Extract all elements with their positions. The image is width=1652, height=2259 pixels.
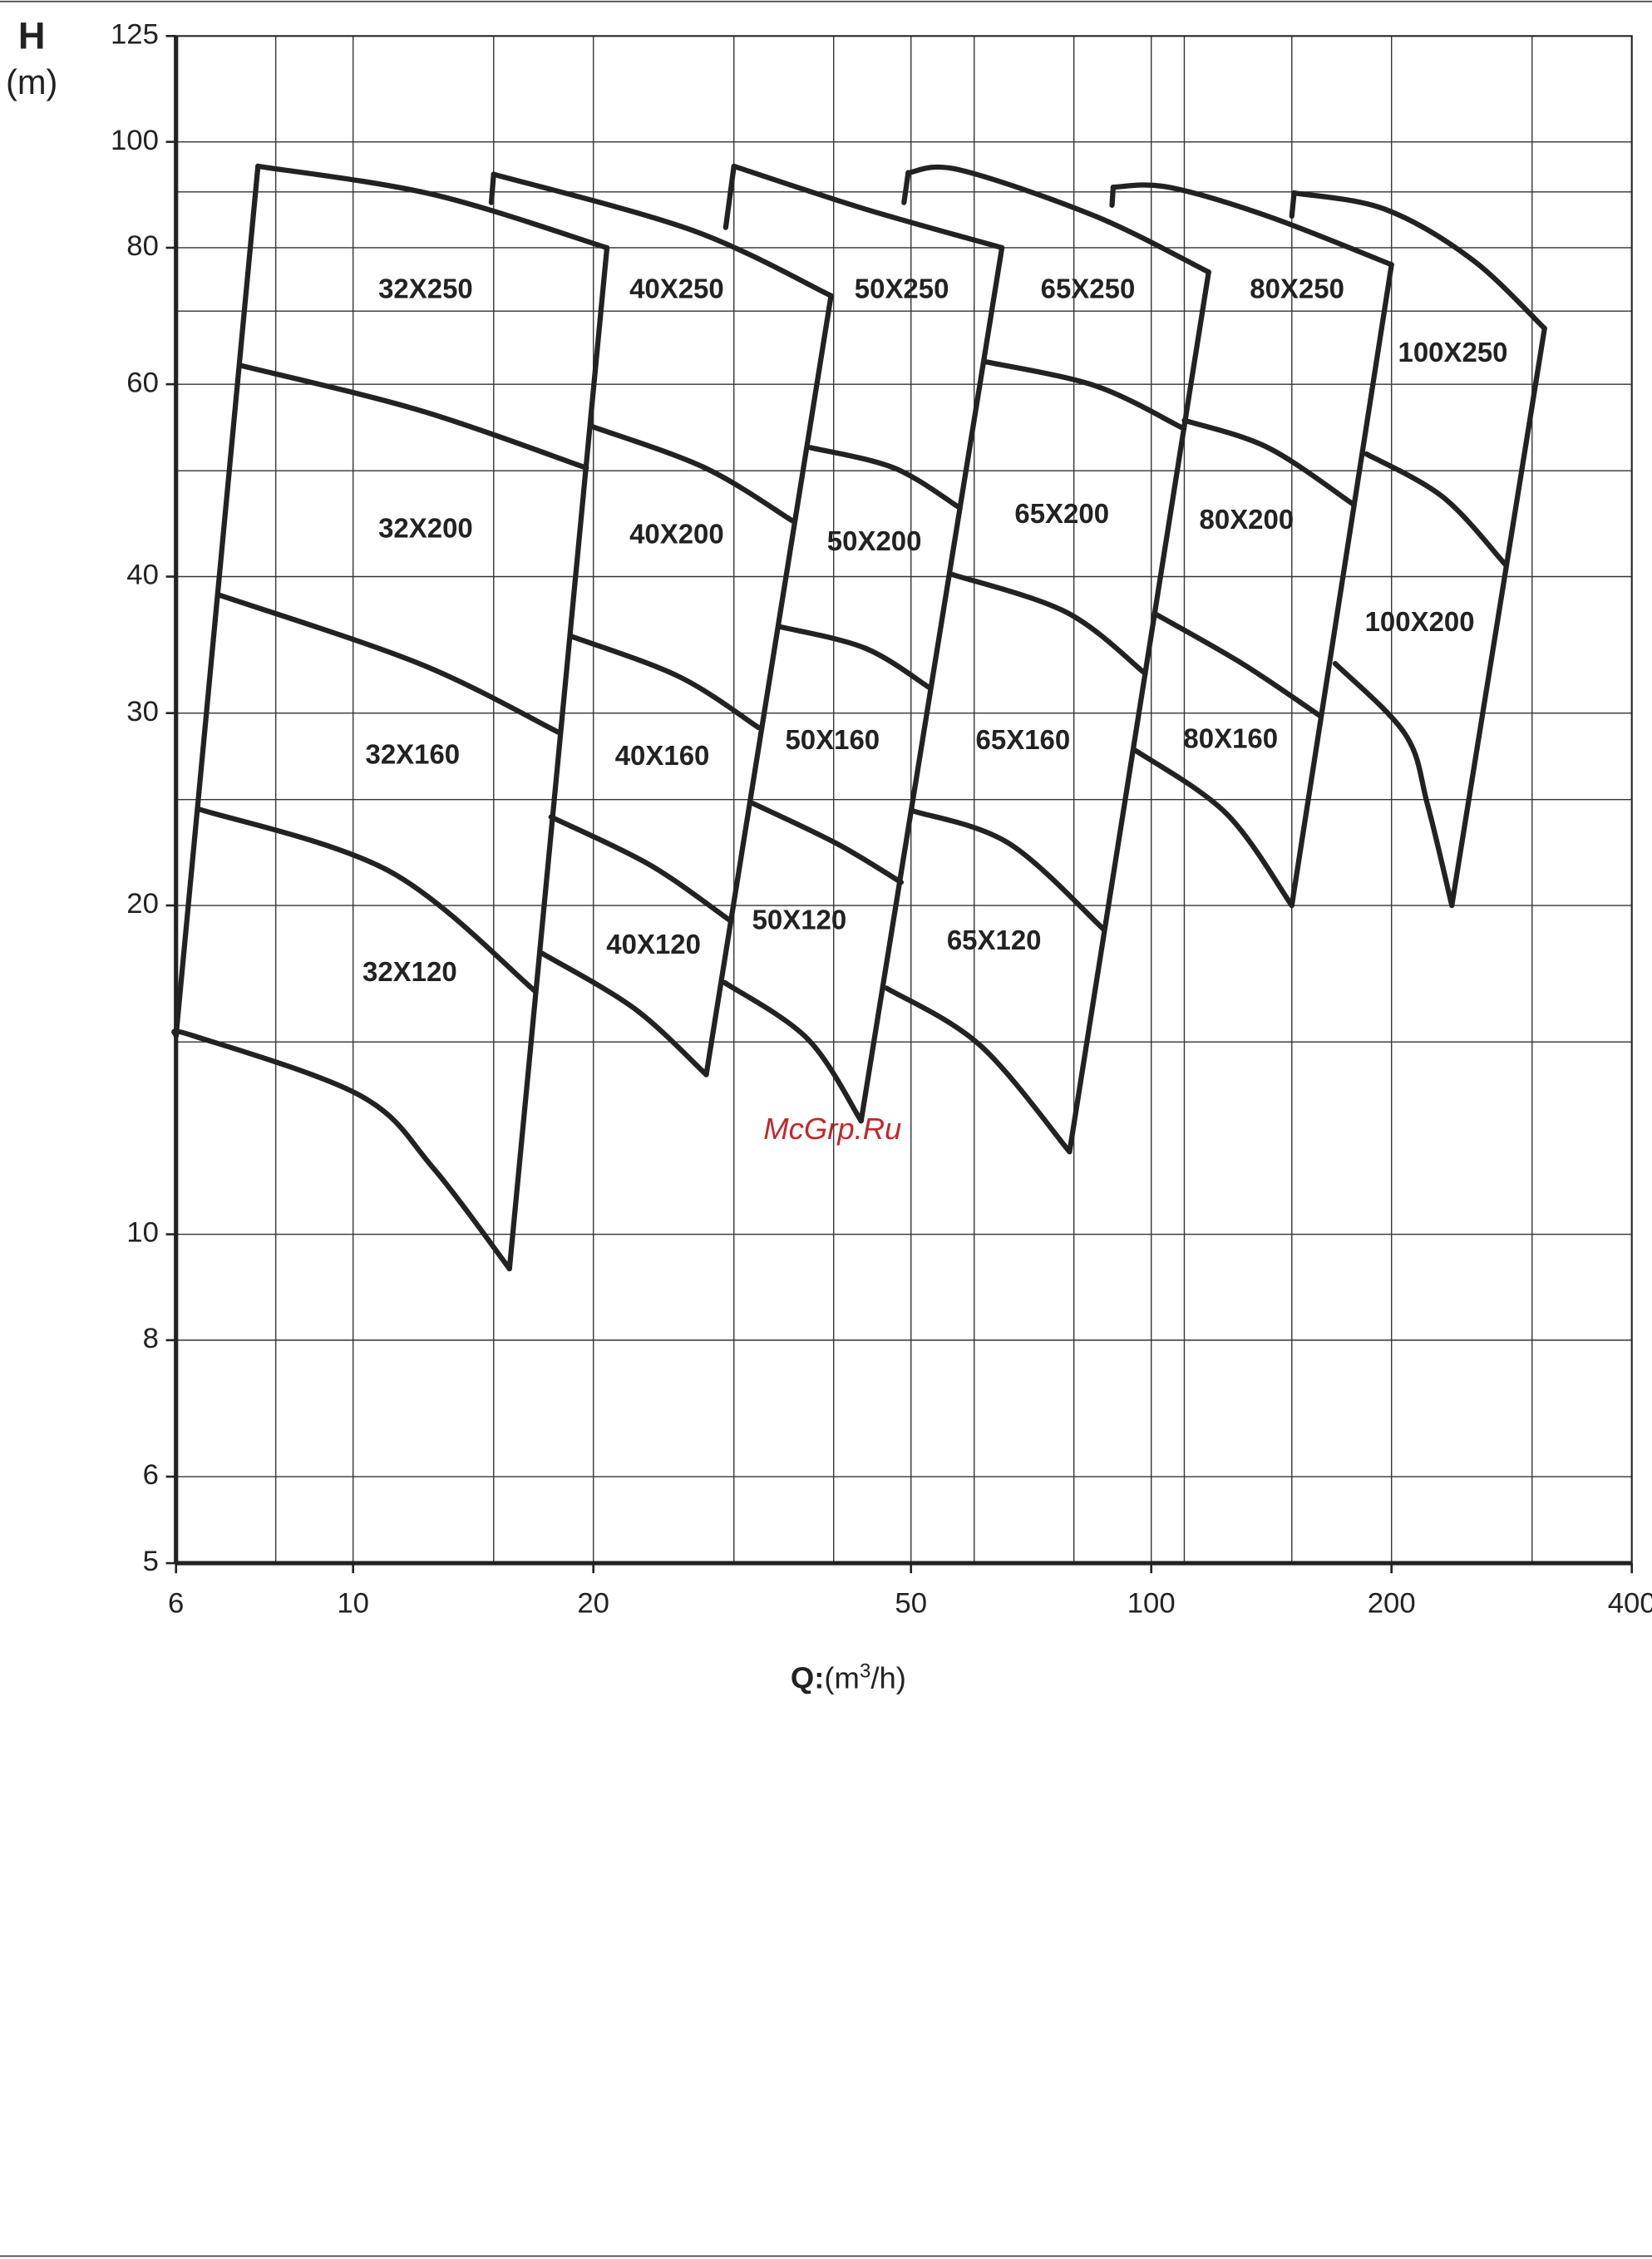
- pump-label: 65X120: [947, 925, 1042, 955]
- pump-curve: [884, 985, 1073, 1155]
- pump-curve: [722, 979, 864, 1124]
- y-tick-label: 100: [111, 125, 159, 156]
- pump-label: 50X250: [855, 274, 949, 304]
- pump-curve: [1449, 325, 1547, 909]
- y-tick-label: 5: [143, 1546, 159, 1577]
- y-tick-label: 20: [126, 888, 159, 920]
- pump-curve: [548, 814, 732, 923]
- pump-label: 65X250: [1041, 274, 1136, 304]
- pump-label: 32X120: [362, 956, 457, 987]
- pump-curve: [491, 171, 834, 298]
- pump-curve: [1289, 262, 1394, 909]
- pump-label: 65X200: [1014, 498, 1109, 529]
- pump-curve: [1289, 190, 1297, 219]
- pump-curve: [1151, 610, 1324, 719]
- pump-curve: [983, 359, 1184, 430]
- pump-curve: [949, 571, 1148, 677]
- x-axis-label-q: Q:: [791, 1660, 824, 1694]
- watermark: McGrp.Ru: [763, 1112, 901, 1146]
- x-tick-label: 100: [1127, 1587, 1176, 1619]
- x-axis-label-unit: (m: [824, 1660, 859, 1694]
- pump-label: 50X160: [785, 724, 880, 755]
- x-tick-label: 20: [577, 1587, 609, 1619]
- pump-curve: [1332, 660, 1455, 909]
- pump-label: 100X250: [1398, 337, 1508, 367]
- y-tick-label: 125: [111, 18, 159, 50]
- y-tick-label: 60: [126, 367, 159, 398]
- pump-curve: [910, 808, 1107, 933]
- pump-curve: [567, 633, 762, 731]
- pump-label: 50X200: [827, 525, 922, 556]
- pump-label: 80X160: [1183, 723, 1278, 753]
- pump-label: 40X120: [606, 929, 701, 959]
- pump-curve: [858, 244, 1005, 1124]
- y-tick-label: 10: [126, 1217, 159, 1249]
- pump-curve: [750, 801, 905, 885]
- pump-label: 32X200: [378, 512, 473, 543]
- pump-curve: [731, 163, 1005, 251]
- pump-curve: [488, 171, 496, 205]
- pump-label: 32X160: [365, 738, 460, 769]
- y-axis-unit: (m): [6, 62, 57, 101]
- pump-curve: [1181, 417, 1356, 507]
- y-axis-label: H: [18, 15, 46, 57]
- pump-label: 100X200: [1365, 606, 1475, 637]
- x-axis-label-unit-end: /h): [870, 1660, 906, 1694]
- pump-curve: [905, 164, 1211, 275]
- pump-curve: [1131, 746, 1294, 909]
- y-tick-label: 40: [126, 560, 159, 591]
- y-tick-label: 8: [143, 1323, 159, 1354]
- y-tick-label: 80: [126, 230, 159, 262]
- x-axis-label-sup: 3: [860, 1660, 871, 1683]
- pump-curve: [777, 624, 934, 692]
- pump-curve: [1364, 451, 1509, 568]
- pump-curve: [173, 163, 261, 1038]
- pump-curve: [1109, 184, 1117, 208]
- pump-curve: [807, 445, 962, 510]
- pump-curve: [901, 170, 911, 205]
- pump-curve: [1291, 190, 1547, 332]
- pump-curve: [703, 293, 834, 1078]
- pump-curve: [589, 423, 796, 524]
- y-tick-label: 30: [126, 696, 159, 728]
- y-tick-label: 6: [143, 1459, 159, 1491]
- pump-curve: [538, 949, 709, 1078]
- x-tick-label: 50: [895, 1587, 927, 1619]
- x-axis-label: Q:(m3/h): [791, 1660, 906, 1694]
- pump-curve: [1110, 182, 1394, 268]
- pump-label: 65X160: [976, 724, 1071, 755]
- x-tick-label: 10: [337, 1587, 369, 1619]
- x-tick-label: 200: [1368, 1587, 1416, 1619]
- pump-curve: [196, 806, 538, 994]
- pump-label: 32X250: [378, 274, 473, 304]
- pump-curve: [238, 363, 589, 471]
- x-tick-label: 400: [1608, 1587, 1652, 1619]
- pump-label: 50X120: [752, 905, 847, 935]
- pump-curve: [171, 1028, 512, 1272]
- pump-curve: [255, 163, 610, 251]
- pump-label: 40X200: [629, 518, 724, 549]
- pump-label: 40X250: [629, 274, 724, 304]
- x-tick-label: 6: [168, 1587, 184, 1619]
- pump-curve: [722, 163, 737, 230]
- pump-curve: [215, 592, 562, 736]
- pump-label: 40X160: [615, 740, 710, 771]
- pump-label: 80X200: [1200, 504, 1294, 535]
- pump-label: 80X250: [1250, 274, 1344, 304]
- pump-curve: [506, 244, 610, 1272]
